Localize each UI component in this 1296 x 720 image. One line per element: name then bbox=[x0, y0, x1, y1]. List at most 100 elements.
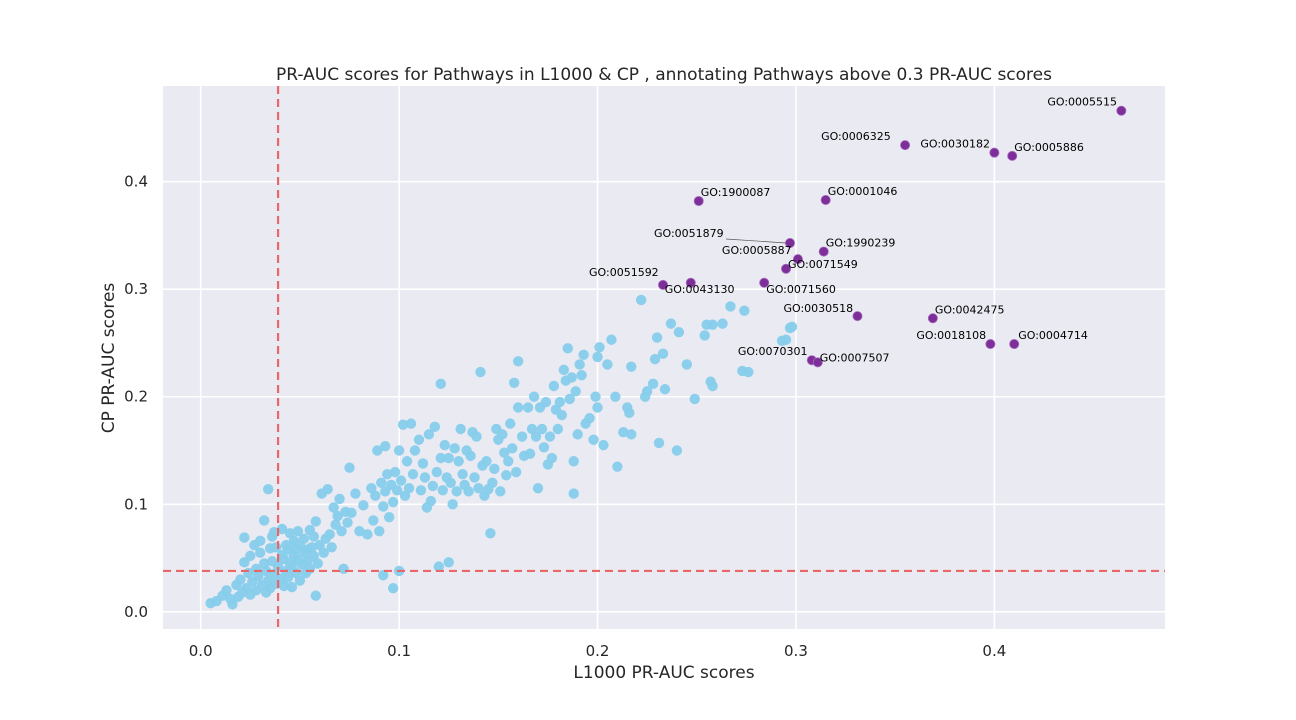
point-annotation: GO:0071560 bbox=[766, 283, 836, 296]
data-point bbox=[556, 409, 568, 421]
data-point bbox=[516, 431, 528, 442]
data-point bbox=[665, 318, 677, 329]
data-point bbox=[409, 445, 421, 456]
data-point bbox=[439, 439, 450, 451]
data-point bbox=[524, 448, 536, 459]
data-point bbox=[417, 458, 429, 469]
data-point bbox=[451, 486, 462, 497]
data-point bbox=[673, 327, 685, 338]
data-point bbox=[780, 334, 792, 345]
data-point bbox=[568, 456, 579, 467]
y-tick-label: 0.3 bbox=[124, 280, 148, 298]
data-point bbox=[473, 482, 484, 494]
annotated-point bbox=[927, 313, 938, 324]
data-point bbox=[570, 386, 581, 397]
data-point bbox=[471, 431, 482, 442]
annotated-points bbox=[658, 105, 1127, 368]
y-tick-label: 0.0 bbox=[124, 603, 148, 621]
data-point bbox=[505, 418, 516, 429]
x-tick-label: 0.2 bbox=[586, 642, 610, 660]
data-point bbox=[739, 305, 750, 316]
data-point bbox=[378, 570, 389, 581]
data-point bbox=[310, 590, 321, 601]
base-points bbox=[205, 294, 798, 610]
data-point bbox=[443, 452, 454, 464]
data-point bbox=[425, 495, 437, 507]
data-point bbox=[447, 499, 458, 510]
data-point bbox=[445, 477, 456, 488]
annotated-point bbox=[1009, 339, 1020, 350]
annotated-point bbox=[685, 277, 696, 288]
data-point bbox=[610, 391, 621, 402]
data-point bbox=[512, 402, 524, 413]
data-point bbox=[308, 531, 319, 542]
data-point bbox=[501, 470, 512, 481]
data-point bbox=[649, 353, 661, 365]
annotation-leader-line bbox=[725, 238, 787, 244]
data-point bbox=[528, 391, 540, 402]
data-point bbox=[497, 429, 508, 440]
data-point bbox=[419, 472, 431, 483]
data-point bbox=[268, 527, 280, 538]
data-point bbox=[294, 575, 306, 586]
data-point bbox=[395, 475, 407, 486]
data-point bbox=[540, 396, 552, 408]
annotated-point bbox=[852, 311, 863, 322]
point-annotation: GO:0001046 bbox=[828, 185, 898, 198]
data-point bbox=[429, 421, 441, 433]
data-point bbox=[574, 359, 585, 370]
data-point bbox=[435, 452, 446, 464]
data-point bbox=[618, 427, 629, 438]
data-point bbox=[326, 542, 337, 553]
data-point bbox=[544, 431, 556, 442]
data-point bbox=[382, 468, 393, 480]
data-point bbox=[681, 359, 693, 370]
data-point bbox=[318, 547, 329, 558]
data-point bbox=[592, 351, 603, 363]
data-point bbox=[641, 386, 653, 397]
data-point bbox=[647, 378, 659, 390]
data-point bbox=[328, 502, 339, 513]
data-point bbox=[576, 370, 587, 381]
data-point bbox=[659, 384, 671, 395]
data-point bbox=[455, 423, 466, 435]
point-annotation: GO:0071549 bbox=[788, 258, 858, 271]
data-point bbox=[562, 343, 573, 354]
data-point bbox=[657, 348, 669, 359]
data-point bbox=[350, 488, 361, 499]
data-point bbox=[258, 515, 270, 526]
data-point bbox=[383, 511, 395, 523]
data-point bbox=[338, 563, 349, 574]
data-point bbox=[306, 542, 318, 553]
data-point bbox=[725, 301, 736, 312]
x-axis-label: L1000 PR-AUC scores bbox=[573, 663, 754, 683]
data-point bbox=[508, 377, 520, 388]
data-point bbox=[453, 456, 464, 467]
data-point bbox=[606, 334, 617, 345]
data-point bbox=[592, 402, 603, 413]
data-point bbox=[465, 450, 476, 462]
point-annotation: GO:0018108 bbox=[916, 329, 986, 342]
annotated-point bbox=[820, 194, 831, 205]
point-annotation: GO:0030182 bbox=[920, 138, 990, 151]
data-point bbox=[554, 396, 566, 408]
y-tick-label: 0.4 bbox=[124, 173, 148, 191]
annotated-point bbox=[900, 140, 911, 151]
data-point bbox=[276, 523, 288, 535]
data-point bbox=[253, 571, 264, 582]
annotated-point bbox=[781, 263, 792, 274]
data-point bbox=[487, 477, 498, 488]
data-point bbox=[558, 364, 569, 376]
data-point bbox=[481, 456, 492, 467]
data-point bbox=[457, 468, 468, 480]
data-point bbox=[437, 485, 448, 496]
annotated-point bbox=[818, 246, 829, 257]
data-point bbox=[380, 441, 391, 452]
data-point bbox=[626, 429, 637, 440]
data-point bbox=[342, 517, 353, 528]
data-point bbox=[590, 391, 601, 402]
data-point bbox=[227, 599, 238, 610]
data-point bbox=[522, 402, 534, 413]
data-point bbox=[393, 445, 405, 456]
